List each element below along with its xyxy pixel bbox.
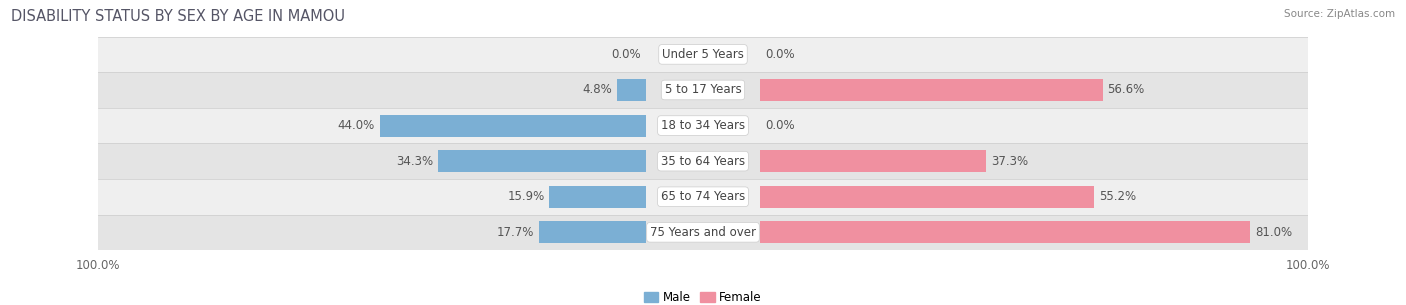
Text: Under 5 Years: Under 5 Years: [662, 48, 744, 61]
Bar: [538, 221, 645, 243]
Legend: Male, Female: Male, Female: [644, 291, 762, 304]
Text: 18 to 34 Years: 18 to 34 Years: [661, 119, 745, 132]
Bar: [761, 79, 1102, 101]
Text: 44.0%: 44.0%: [337, 119, 375, 132]
Bar: [439, 150, 645, 172]
Text: DISABILITY STATUS BY SEX BY AGE IN MAMOU: DISABILITY STATUS BY SEX BY AGE IN MAMOU: [11, 9, 346, 24]
Text: 55.2%: 55.2%: [1099, 190, 1136, 203]
Text: 56.6%: 56.6%: [1108, 84, 1144, 96]
Bar: [550, 186, 645, 208]
Text: 65 to 74 Years: 65 to 74 Years: [661, 190, 745, 203]
Bar: [98, 108, 1308, 143]
Text: 0.0%: 0.0%: [765, 48, 794, 61]
Text: Source: ZipAtlas.com: Source: ZipAtlas.com: [1284, 9, 1395, 19]
Bar: [98, 143, 1308, 179]
Bar: [98, 37, 1308, 72]
Text: 0.0%: 0.0%: [612, 48, 641, 61]
Bar: [380, 115, 645, 137]
Text: 15.9%: 15.9%: [508, 190, 544, 203]
Text: 17.7%: 17.7%: [496, 226, 534, 239]
Text: 5 to 17 Years: 5 to 17 Years: [665, 84, 741, 96]
Bar: [98, 179, 1308, 214]
Bar: [98, 72, 1308, 108]
Text: 81.0%: 81.0%: [1256, 226, 1292, 239]
Text: 37.3%: 37.3%: [991, 155, 1028, 168]
Text: 35 to 64 Years: 35 to 64 Years: [661, 155, 745, 168]
Text: 75 Years and over: 75 Years and over: [650, 226, 756, 239]
Bar: [761, 221, 1250, 243]
Bar: [761, 186, 1094, 208]
Text: 34.3%: 34.3%: [396, 155, 433, 168]
Text: 0.0%: 0.0%: [765, 119, 794, 132]
Bar: [617, 79, 645, 101]
Bar: [761, 150, 986, 172]
Text: 4.8%: 4.8%: [582, 84, 612, 96]
Bar: [98, 214, 1308, 250]
